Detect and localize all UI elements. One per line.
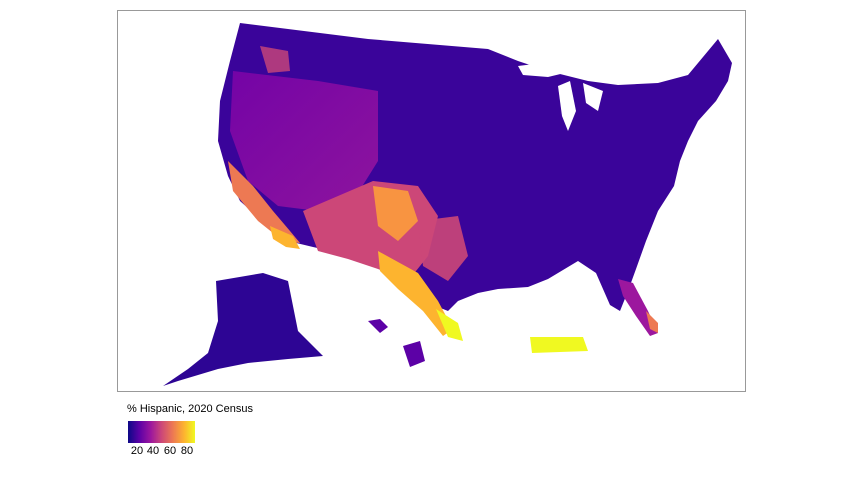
- lake-superior: [518, 61, 573, 77]
- alaska: [163, 273, 323, 386]
- florida-miami: [646, 311, 658, 333]
- legend-tick-20: 20: [130, 445, 144, 457]
- washington-spots: [260, 46, 290, 73]
- map-panel: [117, 10, 746, 392]
- legend-tick-60: 60: [163, 445, 177, 457]
- texas-south-tip: [436, 309, 463, 341]
- california-hotspot: [228, 161, 300, 243]
- florida: [618, 279, 658, 336]
- texas-central: [418, 216, 468, 281]
- west-interior: [230, 71, 378, 211]
- lake-huron: [583, 83, 603, 111]
- legend-color-bar: [128, 421, 195, 443]
- choropleth-map: [163, 23, 732, 386]
- legend-tick-80: 80: [180, 445, 194, 457]
- texas-border: [378, 251, 453, 336]
- legend-title: % Hispanic, 2020 Census: [127, 403, 253, 415]
- legend-tick-40: 40: [146, 445, 160, 457]
- new-mexico-hot: [373, 186, 418, 241]
- lake-michigan: [558, 81, 576, 131]
- legend: % Hispanic, 2020 Census 20 40 60 80: [127, 403, 327, 463]
- puerto-rico: [530, 337, 588, 353]
- california-south: [270, 226, 300, 249]
- hawaii: [368, 319, 388, 333]
- hawaii-big-island: [403, 341, 425, 367]
